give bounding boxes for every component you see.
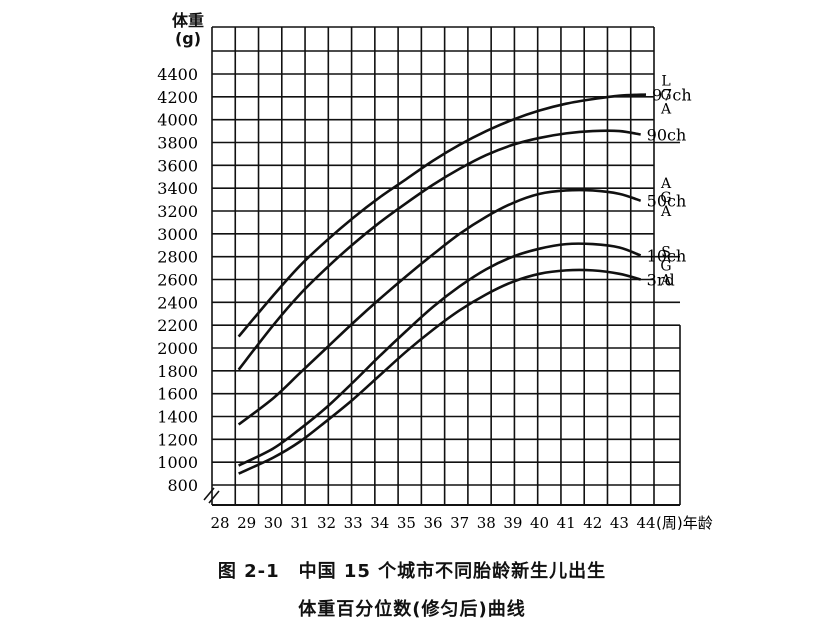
x-tick-label: 37 [450,514,469,532]
x-tick-label: 44 [636,514,655,532]
axis-break-mark [203,487,215,501]
series-label-10ch: 10ch [647,247,687,266]
y-tick-label: 1600 [157,385,198,404]
x-tick-label: 29 [237,514,256,532]
band-letter-lga: G [660,87,671,103]
band-letter-lga: L [661,73,670,89]
x-tick-label: 41 [557,514,576,532]
y-tick-label: 1200 [157,430,198,449]
y-tick-label: 1800 [157,362,198,381]
x-tick-label: 36 [423,514,442,532]
band-letter-aga: G [660,190,671,206]
y-axis-label-line2: (g) [174,29,202,48]
y-tick-label: 3800 [157,134,198,153]
y-tick-label: 4400 [157,65,198,84]
series-label-3rd: 3rd [647,271,675,290]
growth-chart: 800 1000 1200 1400 1600 1800 2000 2200 2400 2600 2… [157,26,713,532]
series-label-50ch: 50ch [647,192,687,211]
band-letter-aga: A [660,204,672,220]
x-tick-label: 39 [503,514,522,532]
x-tick-label: 42 [583,514,602,532]
x-axis-label: (周)年龄 [656,514,713,532]
curve-90ch [237,129,641,371]
caption-line2: 体重百分位数(修匀后)曲线 [298,599,526,620]
x-tick-label: 31 [290,514,309,532]
series-label-97ch: 97ch [652,86,692,105]
curve-10ch [238,242,642,467]
x-tick-label: 35 [397,514,416,532]
y-tick-label: 2200 [157,316,198,335]
x-tick-label: 28 [210,514,229,532]
x-tick-label: 30 [264,514,283,532]
y-tick-label: 800 [167,476,198,495]
x-tick-label: 38 [477,514,496,532]
y-tick-label: 4000 [157,111,198,130]
x-tick-label: 32 [317,514,336,532]
y-tick-label: 1000 [157,453,198,472]
y-tick-label: 4200 [157,88,198,107]
axis-break-mark [208,490,220,504]
band-letter-lga: A [660,101,672,117]
caption-line1: 图 2-1 中国 15 个城市不同胎龄新生儿出生 [217,561,607,582]
y-tick-label: 1400 [157,408,198,427]
curve-50ch [237,188,642,426]
y-tick-label: 2400 [157,293,198,312]
y-tick-label: 3600 [157,156,198,175]
curve-3rd [238,268,642,475]
y-tick-label: 2000 [157,339,198,358]
band-letter-aga: A [660,176,672,192]
y-tick-label: 3000 [157,225,198,244]
x-tick-label: 33 [344,514,363,532]
y-axis-label-line1: 体重 [171,11,204,30]
y-tick-label: 3200 [157,202,198,221]
y-tick-label: 2600 [157,271,198,290]
x-tick-label: 40 [530,514,549,532]
y-tick-label: 2800 [157,248,198,267]
curve-97ch [237,93,647,338]
x-tick-label: 43 [610,514,629,532]
band-letter-sga: A [660,273,672,289]
x-tick-label: 34 [370,514,389,532]
band-letter-sga: S [661,245,671,261]
y-tick-label: 3400 [157,179,198,198]
band-letter-sga: G [660,259,671,275]
series-label-90ch: 90ch [647,126,687,145]
